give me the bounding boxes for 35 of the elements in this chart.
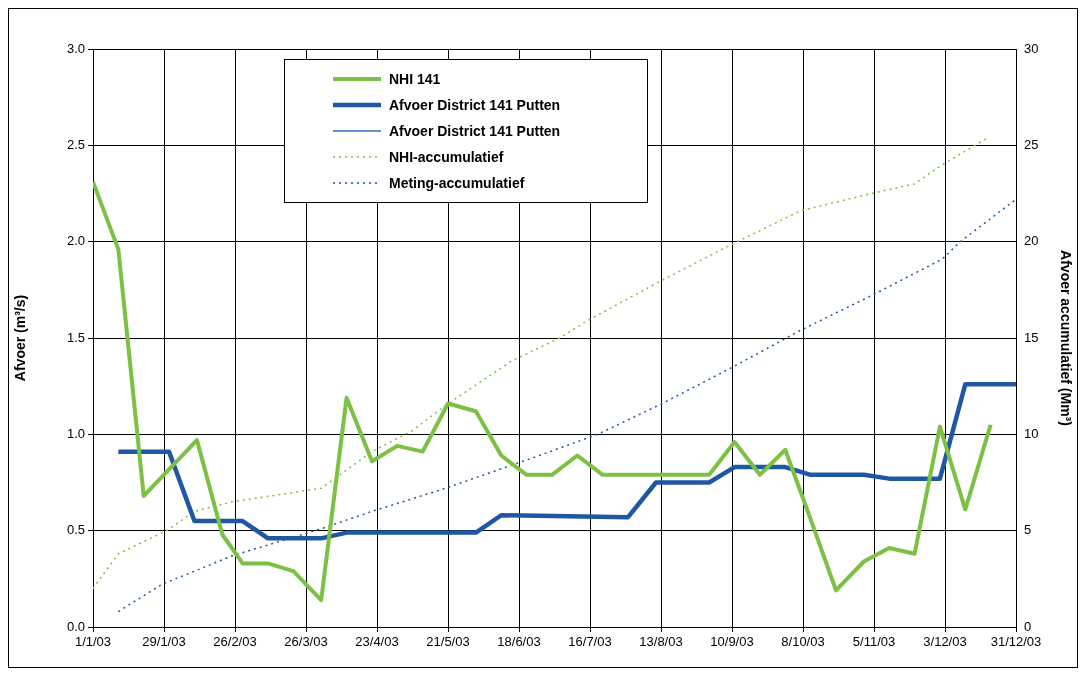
x-tick-label: 16/7/03 — [568, 634, 612, 650]
x-tick-label: 29/1/03 — [142, 634, 186, 650]
x-tick-label: 3/12/03 — [923, 634, 967, 650]
y2-tick-label: 20 — [1024, 233, 1039, 249]
x-tick-label: 18/6/03 — [497, 634, 541, 650]
y-axis-title: Afvoer (m³/s) — [12, 294, 29, 382]
y2-tick-label: 10 — [1024, 425, 1039, 441]
y2-tick-label: 15 — [1024, 329, 1039, 345]
legend-label: Afvoer District 141 Putten — [389, 97, 561, 113]
y2-axis-title: Afvoer accumulatief (Mm³) — [1057, 250, 1074, 426]
legend-label: Afvoer District 141 Putten — [389, 123, 561, 139]
y2-tick-label: 0 — [1024, 618, 1032, 634]
legend-label: NHI-accumulatief — [389, 149, 504, 165]
y-tick-label: 2.0 — [66, 233, 85, 249]
x-tick-label: 10/9/03 — [710, 634, 754, 650]
y-tick-label: 1.5 — [66, 329, 85, 345]
x-tick-label: 1/1/03 — [74, 634, 112, 650]
x-tick-label: 26/2/03 — [213, 634, 257, 650]
x-tick-label: 26/3/03 — [284, 634, 328, 650]
y-tick-label: 3.0 — [66, 40, 85, 56]
legend-label: NHI 141 — [389, 71, 441, 87]
x-tick-label: 13/8/03 — [639, 634, 683, 650]
x-tick-label: 31/12/03 — [990, 634, 1042, 650]
y2-tick-label: 25 — [1024, 136, 1039, 152]
y2-tick-label: 5 — [1024, 522, 1032, 538]
y-tick-label: 1.0 — [66, 425, 85, 441]
y2-tick-label: 30 — [1024, 40, 1039, 56]
x-tick-label: 5/11/03 — [852, 634, 896, 650]
y-tick-label: 0.5 — [66, 522, 85, 538]
y-tick-label: 2.5 — [66, 136, 85, 152]
x-tick-label: 8/10/03 — [781, 634, 825, 650]
legend-label: Meting-accumulatief — [389, 175, 525, 191]
y-tick-label: 0.0 — [66, 618, 85, 634]
x-tick-label: 21/5/03 — [426, 634, 470, 650]
x-tick-label: 23/4/03 — [355, 634, 399, 650]
